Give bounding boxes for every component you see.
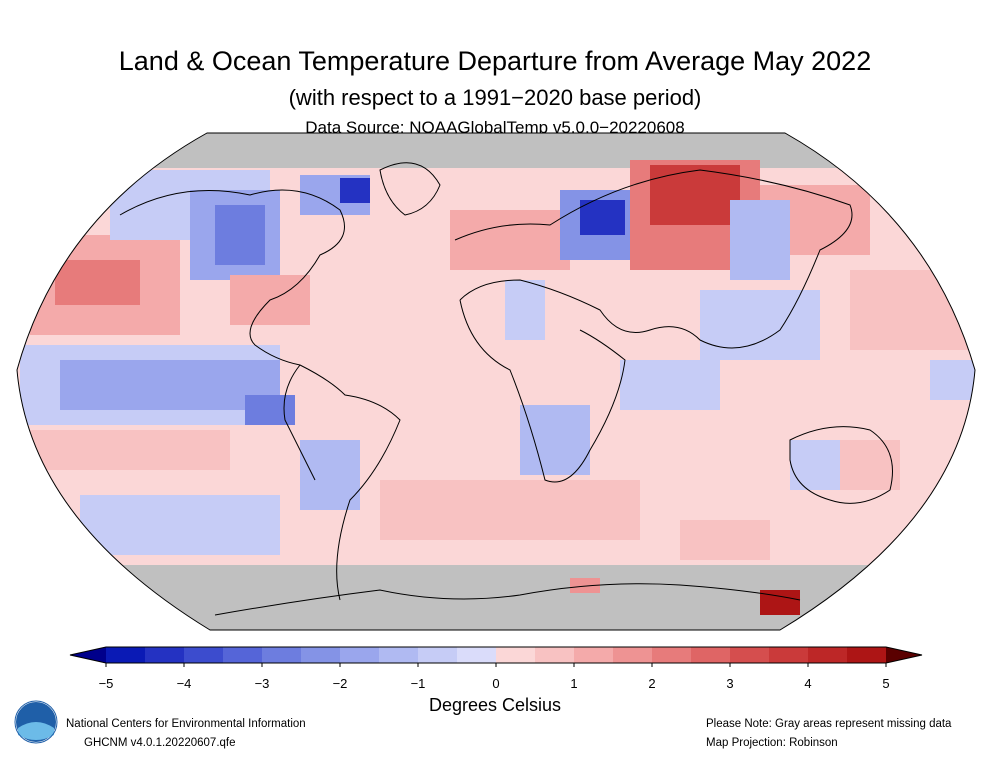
colorbar-tick: −2	[332, 676, 348, 691]
coastlines	[119, 162, 893, 616]
colorbar-bin	[457, 647, 497, 663]
colorbar-bin	[340, 647, 380, 663]
colorbar-tick: −4	[176, 676, 192, 691]
colorbar-tick: 3	[726, 676, 734, 691]
colorbar-bin	[496, 647, 536, 663]
colorbar-bin	[847, 647, 887, 663]
footer-institution: National Centers for Environmental Infor…	[66, 718, 306, 730]
map-title: Land & Ocean Temperature Departure from …	[118, 46, 872, 76]
colorbar-bin	[730, 647, 770, 663]
colorbar-bin	[652, 647, 692, 663]
colorbar-bin	[379, 647, 419, 663]
colorbar-tick: 5	[882, 676, 890, 691]
map-border	[16, 132, 976, 631]
colorbar-tick: 2	[648, 676, 656, 691]
colorbar-bin	[223, 647, 263, 663]
data-source: Data Source: NOAAGlobalTemp v5.0.0−20220…	[305, 118, 685, 137]
colorbar-bin	[418, 647, 458, 663]
colorbar-bin	[145, 647, 185, 663]
colorbar-bin	[106, 647, 146, 663]
colorbar-tick: 0	[492, 676, 500, 691]
colorbar-under-arrow	[70, 647, 106, 663]
map-subtitle: (with respect to a 1991−2020 base period…	[288, 85, 702, 110]
colorbar-bin	[808, 647, 848, 663]
colorbar-bin	[769, 647, 809, 663]
colorbar-tick: −1	[410, 676, 426, 691]
colorbar-tick: 1	[570, 676, 578, 691]
colorbar-bin	[613, 647, 653, 663]
anomaly-field	[17, 133, 975, 630]
missing-data-region-south	[17, 565, 975, 630]
footer-projection: Map Projection: Robinson	[706, 737, 838, 749]
colorbar-over-arrow	[886, 647, 922, 663]
colorbar-label: Degrees Celsius	[428, 695, 562, 715]
colorbar-bin	[184, 647, 224, 663]
colorbar-tick: −5	[98, 676, 114, 691]
colorbar-bin	[574, 647, 614, 663]
footer-note: Please Note: Gray areas represent missin…	[706, 718, 952, 730]
footer-dataset: GHCNM v4.0.1.20220607.qfe	[84, 737, 236, 749]
colorbar-bin	[262, 647, 302, 663]
noaa-logo	[14, 700, 58, 744]
missing-data-region	[17, 133, 975, 168]
colorbar-bin	[535, 647, 575, 663]
colorbar-tick: 4	[804, 676, 812, 691]
colorbar-bin	[301, 647, 341, 663]
colorbar-bin	[691, 647, 731, 663]
colorbar	[69, 646, 923, 667]
colorbar-tick: −3	[254, 676, 270, 691]
